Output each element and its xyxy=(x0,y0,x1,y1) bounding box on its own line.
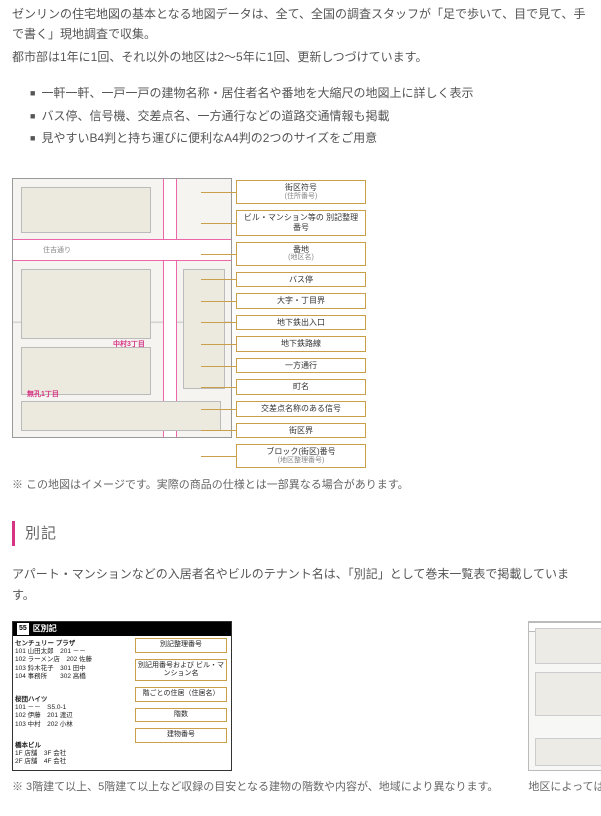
feature-item: バス停、信号機、交差点名、一方通行などの道路交通情報も掲載 xyxy=(30,106,589,126)
legend-item: 交差点名称のある信号 xyxy=(236,401,366,417)
intro-text: ゼンリンの住宅地図の基本となる地図データは、全て、全国の調査スタッフが「足で歩い… xyxy=(12,4,589,67)
map-note: ※ この地図はイメージです。実際の商品の仕様とは一部異なる場合があります。 xyxy=(12,476,589,495)
legend-item: 地下鉄出入口 xyxy=(236,315,366,331)
kubetsu-legend-item: 別記整理番号 xyxy=(135,638,227,652)
kubetsu-column: 55 区別記 センチュリー プラザ 101 山田太郎 201 －－102 ラーメ… xyxy=(12,621,498,796)
section-description: アパート・マンションなどの入居者名やビルのテナント名は、「別記」として巻末一覧表… xyxy=(12,564,589,605)
feature-item: 一軒一軒、一戸一戸の建物名称・居住者名や番地を大縮尺の地図上に詳しく表示 xyxy=(30,83,589,103)
kubetsu-sample: 55 区別記 センチュリー プラザ 101 山田太郎 201 －－102 ラーメ… xyxy=(12,621,232,771)
legend-item: ブロック(街区)番号(地区整理番号) xyxy=(236,444,366,468)
section-heading: 別記 xyxy=(12,521,589,547)
district-label: 無孔1丁目 xyxy=(27,389,59,401)
kubetsu-legend: 別記整理番号 別記用番号および ビル・マンション名 階ごとの住居（住居名） 階数… xyxy=(135,638,227,742)
kubetsu-legend-item: 別記用番号および ビル・マンション名 xyxy=(135,659,227,682)
kubetsu-caption: ※ 3階建て以上、5階建て以上など収録の目安となる建物の階数や内容が、地域により… xyxy=(12,779,498,796)
kubetsu-entry: センチュリー プラザ 101 山田太郎 201 －－102 ラーメン店 202 … xyxy=(15,640,125,681)
legend-item: 一方通行 xyxy=(236,358,366,374)
legend-item: 街区界 xyxy=(236,423,366,439)
legend-item: 番地(地区名) xyxy=(236,242,366,266)
district-label: 中村3丁目 xyxy=(113,339,145,351)
legend-item: 街区符号(住所番号) xyxy=(236,180,366,204)
station-column: 地区によっては、地下鉄の駅構内、地下街も掲載しています。 xyxy=(528,621,601,796)
bottom-row: 55 区別記 センチュリー プラザ 101 山田太郎 201 －－102 ラーメ… xyxy=(12,621,589,796)
kubetsu-legend-item: 建物番号 xyxy=(135,728,227,742)
legend-item: バス停 xyxy=(236,272,366,288)
legend-item: 町名 xyxy=(236,379,366,395)
kubetsu-entry: 桜団ハイツ 101 －－ S5.0-1102 伊藤 201 渡辺103 中村 2… xyxy=(15,696,125,729)
intro-line-1: ゼンリンの住宅地図の基本となる地図データは、全て、全国の調査スタッフが「足で歩い… xyxy=(12,4,589,45)
sample-map: 住吉通り 無孔1丁目 中村3丁目 xyxy=(12,178,232,438)
legend-item: 地下鉄路線 xyxy=(236,336,366,352)
feature-item: 見やすいB4判と持ち運びに便利なA4判の2つのサイズをご用意 xyxy=(30,128,589,148)
legend-item: 大字・丁目界 xyxy=(236,293,366,309)
station-sample xyxy=(528,621,601,771)
intro-line-2: 都市部は1年に1回、それ以外の地区は2〜5年に1回、更新しつづけています。 xyxy=(12,47,589,67)
map-legend-row: 住吉通り 無孔1丁目 中村3丁目 街区符号(住所番号) ビル・マンション等の 別… xyxy=(12,178,589,468)
feature-list: 一軒一軒、一戸一戸の建物名称・居住者名や番地を大縮尺の地図上に詳しく表示 バス停… xyxy=(30,83,589,148)
station-caption: 地区によっては、地下鉄の駅構内、地下街も掲載しています。 xyxy=(528,779,601,796)
legend-item: ビル・マンション等の 別記整理番号 xyxy=(236,210,366,235)
kubetsu-header: 55 区別記 xyxy=(13,622,231,636)
kubetsu-legend-item: 階数 xyxy=(135,708,227,722)
kubetsu-entry: 橋本ビル 1F 店舗 3F 会社2F 店舗 4F 会社 xyxy=(15,742,125,766)
map-legend: 街区符号(住所番号) ビル・マンション等の 別記整理番号 番地(地区名) バス停… xyxy=(236,178,366,468)
road-label: 住吉通り xyxy=(43,245,71,257)
